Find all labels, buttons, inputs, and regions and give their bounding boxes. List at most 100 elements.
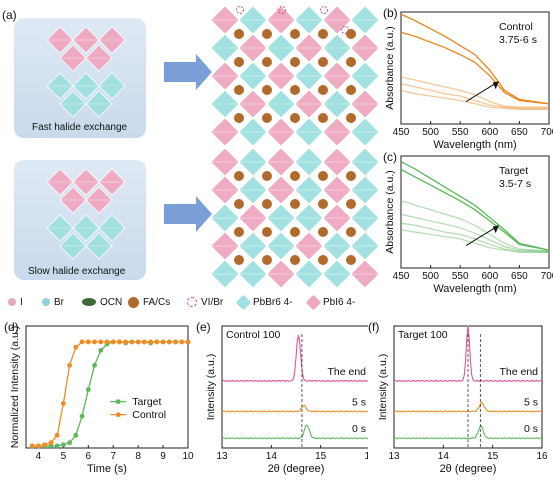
chart-e-annotation: Control 100	[226, 329, 280, 341]
chart-b-xtick-label: 700	[541, 127, 553, 138]
chart-e-xtick-label: 13	[216, 451, 228, 462]
chart-d-point	[173, 339, 178, 345]
legend-label-pbi6: PbI6 4-	[323, 296, 356, 308]
fa-cs-cation	[290, 227, 300, 237]
chart-d-point	[73, 432, 79, 438]
chart-d-point	[110, 339, 116, 345]
chart-c-series-2	[400, 200, 550, 252]
chart-d-xtick-label: 9	[160, 451, 166, 462]
chart-e-series-2	[221, 424, 368, 440]
chart-b-xlabel: Wavelength (nm)	[433, 139, 516, 151]
fa-cs-cation	[290, 57, 300, 67]
chart-b-series-4	[400, 89, 549, 111]
chart-d-point	[79, 413, 85, 419]
pbi6-octahedron-icon	[305, 294, 322, 310]
chart-c-xtick-label: 650	[511, 271, 528, 282]
fa-cs-cation	[262, 29, 272, 39]
chart-b-annotation: 3.75-6 s	[499, 34, 537, 46]
chart-d-legend-label: Control	[132, 409, 166, 421]
iodide-ion-icon	[8, 298, 16, 306]
vacancy-marker	[320, 6, 328, 14]
fa-cs-cation	[318, 113, 328, 123]
lattice-bottom	[210, 147, 380, 289]
chart-d-legend-marker	[115, 412, 121, 418]
chart-c-xtick-label: 700	[541, 271, 553, 282]
fa-cs-cation	[346, 85, 356, 95]
legend-label-i: I	[20, 296, 23, 308]
chart-d-point	[92, 339, 97, 345]
fa-cs-cation	[346, 57, 356, 67]
chart-f-series-0	[393, 325, 543, 383]
chart-d-point	[67, 362, 73, 368]
chart-e-series-0	[221, 334, 368, 383]
chart-c-xtick-label: 600	[481, 271, 498, 282]
chart-c: 450 500 550 600 650 700 Wavelength (nm) Absorba…	[384, 155, 553, 295]
chart-f-ylabel: Intensity (a.u.)	[377, 354, 389, 421]
fa-cs-cation	[318, 57, 328, 67]
fa-cs-cation	[262, 57, 272, 67]
chart-f: 13 14 15 16 2θ (degree) Intensity (a.u.) The e…	[377, 325, 548, 475]
chart-d-point	[29, 443, 35, 449]
legend-item-pbbr6: PbBr6 4-	[235, 294, 293, 310]
fast-octahedra	[46, 26, 126, 118]
chart-d-ylabel: Normalized Intensity (a.u.)	[9, 326, 21, 449]
chart-d-xtick-label: 10	[182, 451, 194, 462]
chart-b-xtick-label: 450	[393, 127, 410, 138]
legend-item-pbi6: PbI6 4-	[305, 294, 356, 310]
fa-cs-cation	[346, 29, 356, 39]
fa-cs-cation	[290, 199, 300, 209]
chart-c-ylabel: Absorbance (a.u.)	[384, 170, 396, 253]
chart-c-frame	[400, 155, 550, 269]
chart-d-point	[73, 344, 79, 350]
chart-d-point	[67, 440, 73, 446]
chart-d-point	[54, 432, 60, 438]
chart-b-xtick-label: 550	[452, 127, 469, 138]
chart-b-arrow	[465, 81, 499, 103]
chart-c-series-4	[400, 222, 550, 253]
chart-c-arrowhead	[492, 225, 499, 234]
chart-c-series-5	[400, 229, 549, 253]
fa-cs-cation	[234, 227, 244, 237]
fa-cs-cation	[290, 85, 300, 95]
chart-f-series-label: 5 s	[524, 396, 538, 408]
legend-label-pbbr6: PbBr6 4-	[253, 296, 293, 308]
chart-d-xtick-label: 4	[36, 451, 42, 462]
fa-cs-cation	[234, 29, 244, 39]
chart-c-arrow	[465, 225, 499, 247]
chart-d-frame	[25, 325, 189, 449]
chart-b-annotation: Control	[499, 21, 533, 33]
chart-d-xtick-label: 5	[61, 451, 67, 462]
chart-e: 13 14 15 16 2θ (degree) Intensity (a.u.) The e…	[205, 325, 368, 475]
chart-b-series-3	[400, 83, 549, 109]
slow-octahedra	[46, 168, 126, 260]
arrow-right-bottom-icon	[164, 196, 212, 232]
legend-item-facs: FA/Cs	[128, 295, 170, 309]
chart-e-xtick-label: 16	[364, 451, 368, 462]
fast-exchange-caption: Fast halide exchange	[32, 122, 128, 133]
panel-label-a: (a)	[2, 8, 17, 22]
fa-cs-cation	[318, 199, 328, 209]
chart-d-point	[85, 339, 91, 345]
fa-cs-cation	[262, 171, 272, 181]
chart-d-point	[85, 387, 91, 393]
panel-label-d: (d)	[4, 320, 19, 334]
panel-label-c: (c)	[383, 150, 397, 164]
chart-d-point	[141, 339, 147, 345]
chart-d-point	[154, 339, 160, 345]
chart-b-series-1	[400, 31, 550, 105]
legend-label-ocn: OCN	[100, 296, 123, 308]
chart-f-xtick-label: 16	[536, 451, 548, 462]
chart-e-ylabel: Intensity (a.u.)	[205, 354, 217, 421]
fa-cs-cation	[234, 255, 244, 265]
chart-b-xtick-label: 600	[481, 127, 498, 138]
fa-cs-cation	[262, 199, 272, 209]
fa-cs-cation	[318, 255, 328, 265]
chart-e-series-label: The end	[327, 366, 366, 378]
chart-d-xtick-label: 6	[86, 451, 92, 462]
chart-d-xtick-label: 8	[135, 451, 141, 462]
chart-d-point	[60, 442, 66, 448]
fa-cs-cation	[234, 85, 244, 95]
chart-d-point	[36, 443, 41, 449]
vacancy-icon	[187, 297, 197, 307]
fa-cs-cation	[318, 29, 328, 39]
